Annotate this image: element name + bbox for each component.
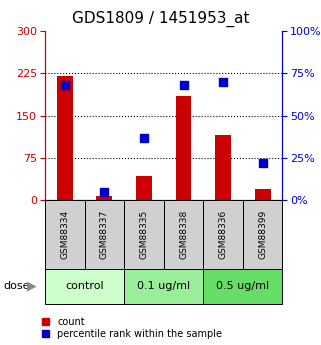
FancyBboxPatch shape [243,200,282,269]
Point [181,82,186,88]
Text: GSM88334: GSM88334 [60,210,69,259]
Text: 0.5 ug/ml: 0.5 ug/ml [216,282,269,291]
Bar [96,196,112,200]
Text: dose: dose [3,282,30,291]
Text: control: control [65,282,104,291]
Legend: count, percentile rank within the sample: count, percentile rank within the sample [42,317,222,339]
Bar [57,76,73,200]
Text: GSM88335: GSM88335 [139,210,148,259]
FancyBboxPatch shape [164,200,203,269]
FancyBboxPatch shape [124,269,203,304]
Point [102,189,107,194]
Text: ▶: ▶ [27,280,36,293]
Point [141,135,146,140]
FancyBboxPatch shape [203,200,243,269]
Text: GSM88338: GSM88338 [179,210,188,259]
Bar [176,96,191,200]
Bar [255,189,271,200]
Bar [136,176,152,200]
Text: GDS1809 / 1451953_at: GDS1809 / 1451953_at [72,10,249,27]
Point [260,160,265,166]
Text: GSM88337: GSM88337 [100,210,109,259]
FancyBboxPatch shape [45,200,84,269]
FancyBboxPatch shape [203,269,282,304]
Bar [215,135,231,200]
FancyBboxPatch shape [45,269,124,304]
Text: 0.1 ug/ml: 0.1 ug/ml [137,282,190,291]
FancyBboxPatch shape [124,200,164,269]
Point [221,79,226,85]
Point [62,82,67,88]
Text: GSM88336: GSM88336 [219,210,228,259]
Text: GSM88399: GSM88399 [258,210,267,259]
FancyBboxPatch shape [84,200,124,269]
